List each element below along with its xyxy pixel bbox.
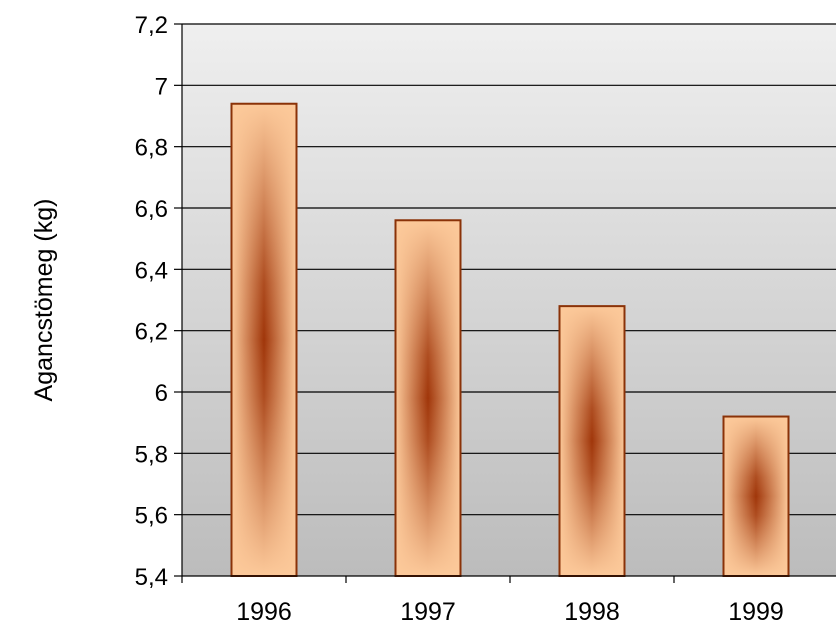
- bar-highlight: [231, 103, 297, 576]
- bar-highlight: [723, 416, 789, 576]
- y-tick-label: 6: [155, 380, 168, 407]
- y-tick-label: 6,8: [135, 135, 168, 162]
- y-tick-label: 5,4: [135, 564, 168, 591]
- bar-1997: [394, 219, 462, 577]
- bar-1998: [558, 305, 626, 577]
- y-tick-label: 5,6: [135, 503, 168, 530]
- y-tick-label: 5,8: [135, 441, 168, 468]
- bar-1999: [722, 415, 790, 577]
- bar-1996: [230, 102, 298, 577]
- x-tick-label: 1997: [400, 598, 456, 626]
- axes: [174, 23, 836, 583]
- x-tick-labels: 1996 1997 1998 1999: [236, 598, 784, 626]
- y-tick-label: 6,2: [135, 319, 168, 346]
- x-tick-label: 1999: [728, 598, 784, 626]
- x-tick-label: 1996: [236, 598, 292, 626]
- x-tick-label: 1998: [564, 598, 620, 626]
- y-axis-title: Agancstömeg (kg): [30, 199, 58, 402]
- y-tick-label: 7,2: [135, 12, 168, 39]
- bar-highlight: [395, 220, 461, 576]
- y-tick-label: 7: [155, 73, 168, 100]
- bars: [230, 102, 790, 577]
- y-tick-labels: 5,4 5,6 5,8 6 6,2 6,4 6,6 6,8 7 7,2: [135, 12, 168, 591]
- bar-highlight: [559, 306, 625, 576]
- y-tick-label: 6,4: [135, 257, 168, 284]
- y-tick-label: 6,6: [135, 196, 168, 223]
